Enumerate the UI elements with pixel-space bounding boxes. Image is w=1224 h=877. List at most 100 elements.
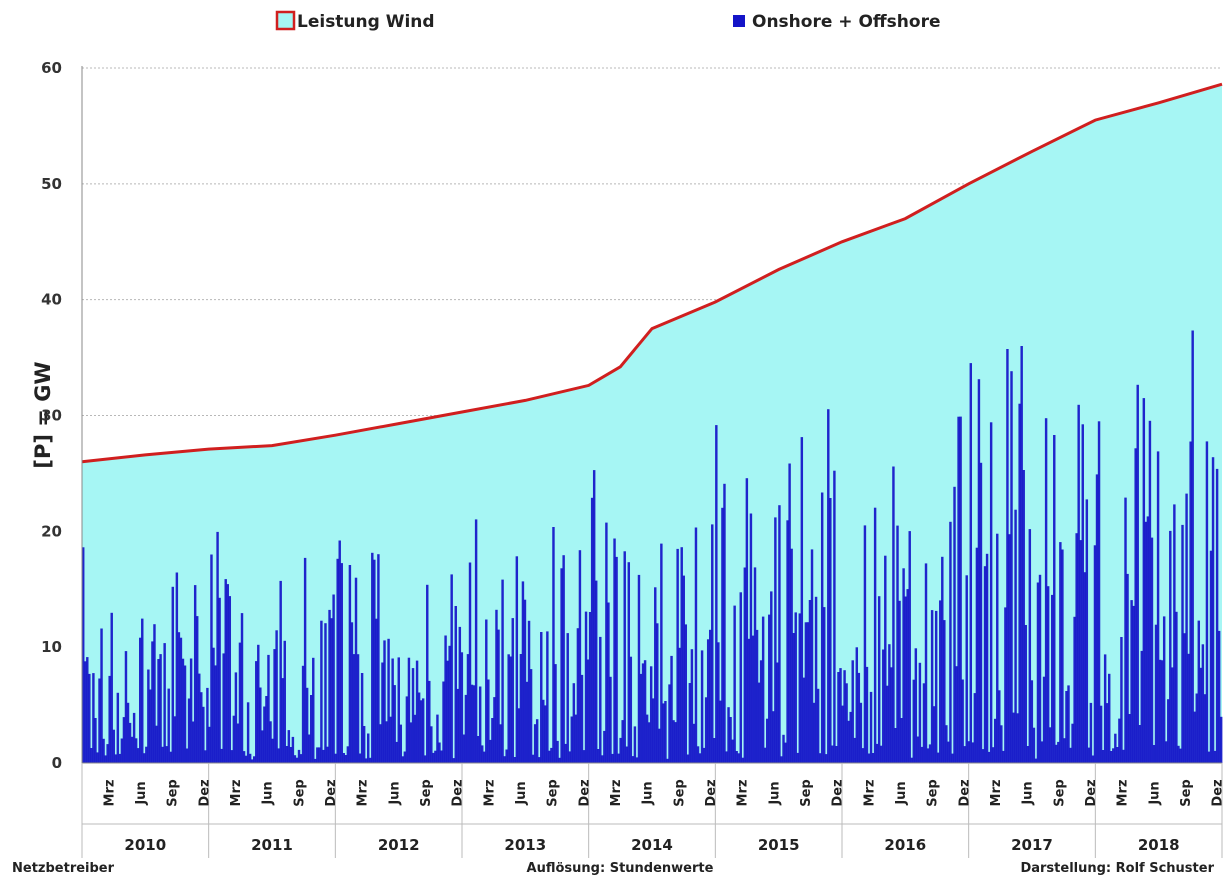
production-spike (1124, 497, 1127, 763)
production-spike (818, 753, 822, 763)
production-spike (419, 700, 423, 763)
production-spike (432, 752, 435, 763)
production-spike (1059, 542, 1062, 763)
production-spike (102, 738, 105, 763)
production-spike (269, 721, 272, 763)
production-spike (1073, 616, 1076, 763)
y-tick-label: 0 (52, 754, 62, 772)
production-spike (698, 753, 702, 763)
production-spike (462, 734, 466, 763)
production-spike (983, 566, 987, 763)
production-spike (108, 675, 111, 763)
x-tick-month: Jun (1147, 781, 1162, 805)
production-spike (1197, 620, 1201, 763)
production-spike (257, 644, 260, 763)
production-spike (340, 563, 343, 763)
footer-author: Darstellung: Rolf Schuster (1020, 861, 1214, 876)
production-spike (265, 696, 268, 763)
production-spike (503, 756, 506, 763)
production-spike (415, 660, 419, 763)
production-spike (656, 623, 659, 763)
production-spike (501, 579, 504, 763)
production-spike (877, 596, 881, 763)
production-spike (1179, 748, 1182, 763)
production-spike (379, 724, 382, 763)
production-spike (570, 716, 574, 763)
production-spike (595, 580, 598, 763)
production-spike (338, 540, 341, 763)
production-spike (682, 575, 685, 763)
production-spike (688, 683, 692, 763)
production-spike (523, 599, 527, 763)
production-spike (1175, 611, 1178, 763)
production-spike (212, 647, 215, 763)
production-spike (725, 751, 728, 763)
x-tick-month: Jun (1021, 781, 1036, 805)
production-spike (124, 651, 128, 763)
production-spike (1093, 545, 1097, 763)
production-spike (1154, 624, 1158, 763)
production-spike (1185, 493, 1188, 763)
production-spike (654, 587, 657, 763)
production-spike (1122, 749, 1125, 763)
production-spike (362, 726, 366, 763)
production-spike (485, 619, 488, 763)
production-spike (1008, 534, 1011, 763)
production-spike (314, 758, 317, 763)
production-spike (572, 683, 576, 763)
production-spike (181, 658, 185, 763)
production-spike (434, 750, 437, 763)
production-spike (849, 711, 852, 763)
production-spike (723, 483, 726, 763)
production-spike (1063, 738, 1066, 763)
production-spike (713, 738, 716, 763)
production-spike (1087, 747, 1091, 763)
production-spike (318, 747, 321, 763)
production-spike (1014, 509, 1017, 763)
production-spike (715, 425, 718, 763)
production-spike (810, 549, 814, 763)
production-spike (1120, 637, 1123, 763)
production-spike (816, 688, 820, 763)
x-tick-month: Mrz (102, 780, 117, 807)
production-spike (934, 610, 938, 763)
production-spike (637, 574, 641, 763)
production-spike (625, 746, 628, 763)
x-tick-year: 2013 (504, 836, 546, 854)
production-spike (122, 717, 126, 763)
production-spike (985, 553, 989, 763)
x-tick-year: 2017 (1011, 836, 1053, 854)
production-spike (1150, 537, 1154, 763)
production-spike (786, 520, 789, 763)
production-spike (303, 557, 307, 763)
production-spike (605, 522, 608, 763)
production-spike (599, 636, 602, 763)
production-spike (371, 552, 374, 763)
production-spike (808, 600, 812, 763)
production-spike (576, 628, 580, 763)
production-spike (751, 635, 755, 763)
production-spike (454, 606, 457, 763)
production-spike (631, 756, 635, 763)
production-spike (965, 575, 968, 763)
production-spike (1040, 741, 1044, 763)
production-spike (279, 580, 282, 763)
production-spike (287, 730, 291, 763)
production-spike (326, 746, 329, 763)
production-spike (218, 597, 221, 763)
production-spike (171, 586, 175, 763)
production-spike (833, 470, 836, 763)
production-spike (1156, 451, 1160, 763)
production-spike (1217, 630, 1221, 763)
production-spike (566, 633, 569, 763)
production-spike (556, 740, 559, 763)
x-tick-month: Jun (767, 781, 782, 805)
production-spike (829, 498, 832, 763)
production-spike (521, 581, 525, 763)
production-spike (305, 687, 309, 763)
production-spike (267, 654, 270, 763)
production-spike (776, 662, 779, 763)
legend-label-production: Onshore + Offshore (752, 12, 941, 32)
x-tick-month: Sep (1179, 779, 1194, 807)
production-spike (364, 758, 368, 763)
